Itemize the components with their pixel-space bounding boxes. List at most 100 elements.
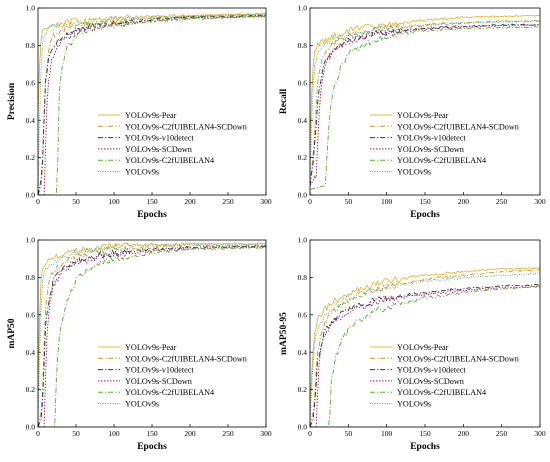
x-tick-label: 50: [72, 197, 80, 206]
legend-label: YOLOv9s-Pear: [125, 111, 177, 120]
series-line-6: [38, 13, 266, 195]
legend-label: YOLOv9s-C2fUIBELAN4: [397, 388, 486, 397]
legend-label: YOLOv9s-SCDown: [397, 377, 464, 386]
legend-label: YOLOv9s-v10detect: [125, 134, 194, 143]
legend: YOLOv9s-Pear YOLOv9s-C2fUIBELAN4-SCDown YO…: [98, 343, 247, 409]
y-tick-label: 0.0: [298, 423, 308, 432]
y-tick-label: 1.0: [26, 236, 36, 245]
series-line-5: [38, 15, 266, 195]
x-tick-label: 50: [345, 429, 353, 438]
legend-label: YOLOv9s-C2fUIBELAN4-SCDown: [125, 122, 247, 131]
chart-panel-3: 0 50 100 150 200 250 300 0.0 0.2 0.4 0.6 0.8 1.0 Epoc…: [7, 236, 272, 452]
legend-label: YOLOv9s-Pear: [397, 343, 449, 352]
y-tick-label: 1.0: [298, 236, 308, 245]
legend-label: YOLOv9s-SCDown: [125, 377, 192, 386]
x-tick-label: 250: [222, 429, 234, 438]
y-tick-label: 1.0: [298, 4, 308, 13]
legend-label: YOLOv9s-C2fUIBELAN4: [125, 156, 214, 165]
series-line-4: [310, 285, 540, 427]
x-axis-title: Epochs: [410, 210, 440, 220]
y-tick-label: 0.8: [298, 41, 308, 50]
y-tick-label: 0.2: [26, 153, 36, 162]
series-lines: [310, 14, 540, 190]
legend: YOLOv9s-Pear YOLOv9s-C2fUIBELAN4-SCDown YO…: [370, 111, 519, 177]
y-tick-label: 0.6: [26, 310, 36, 319]
series-line-5: [38, 246, 266, 427]
x-tick-label: 0: [308, 197, 312, 206]
y-axis-title: Precision: [7, 82, 17, 120]
y-tick-label: 0.4: [298, 116, 308, 125]
legend-label: YOLOv9s: [125, 400, 159, 409]
x-tick-label: 150: [419, 197, 431, 206]
legend: YOLOv9s-Pear YOLOv9s-C2fUIBELAN4-SCDown YO…: [98, 111, 247, 177]
y-tick-label: 0.4: [298, 348, 308, 357]
series-line-6: [38, 243, 266, 427]
series-line-1: [310, 14, 540, 149]
legend-label: YOLOv9s-C2fUIBELAN4-SCDown: [125, 354, 247, 363]
series-line-2: [310, 269, 540, 427]
legend-label: YOLOv9s-C2fUIBELAN4: [397, 156, 486, 165]
y-tick-label: 0.8: [298, 273, 308, 282]
legend-label: YOLOv9s-SCDown: [397, 145, 464, 154]
x-tick-label: 200: [184, 429, 196, 438]
chart-panel-1: 0 50 100 150 200 250 300 0.0 0.2 0.4 0.6 0.8 1.0 Epoc…: [7, 4, 272, 220]
x-tick-label: 150: [146, 429, 158, 438]
legend-label: YOLOv9s-v10detect: [125, 366, 194, 375]
legend-label: YOLOv9s: [397, 168, 431, 177]
series-line-6: [310, 273, 540, 427]
y-axis-title: Recall: [279, 88, 289, 114]
x-tick-label: 300: [260, 429, 272, 438]
legend-label: YOLOv9s-Pear: [397, 111, 449, 120]
y-axis-title: mAP50: [7, 318, 17, 348]
y-tick-label: 0.4: [26, 116, 36, 125]
series-line-2: [38, 244, 266, 427]
legend-label: YOLOv9s-C2fUIBELAN4: [125, 388, 214, 397]
series-line-4: [38, 246, 266, 427]
series-lines: [310, 267, 540, 427]
x-tick-label: 50: [72, 429, 80, 438]
series-line-1: [38, 242, 266, 390]
x-axis-title: Epochs: [137, 442, 167, 452]
x-tick-label: 0: [36, 429, 40, 438]
x-axis-title: Epochs: [137, 210, 167, 220]
y-tick-label: 0.2: [298, 385, 308, 394]
x-tick-label: 300: [534, 429, 546, 438]
y-tick-label: 0.8: [26, 41, 36, 50]
y-tick-label: 0.4: [26, 348, 36, 357]
x-tick-label: 100: [381, 197, 393, 206]
y-tick-label: 0.2: [26, 385, 36, 394]
y-axis-title: mAP50-95: [279, 312, 289, 355]
y-tick-label: 0.8: [26, 273, 36, 282]
x-tick-label: 250: [222, 197, 234, 206]
legend-label: YOLOv9s: [125, 168, 159, 177]
x-tick-label: 200: [458, 429, 470, 438]
legend-label: YOLOv9s: [397, 400, 431, 409]
x-tick-label: 200: [458, 197, 470, 206]
series-line-5: [310, 286, 540, 427]
series-line-6: [310, 20, 540, 186]
series-line-3: [310, 23, 540, 186]
chart-panel-2: 0 50 100 150 200 250 300 0.0 0.2 0.4 0.6 0.8 1.0 Epoc…: [279, 4, 546, 220]
y-tick-label: 0.6: [298, 78, 308, 87]
legend: YOLOv9s-Pear YOLOv9s-C2fUIBELAN4-SCDown YO…: [370, 343, 519, 409]
legend-label: YOLOv9s-v10detect: [397, 366, 466, 375]
legend-label: YOLOv9s-C2fUIBELAN4-SCDown: [397, 354, 519, 363]
series-line-5: [310, 25, 540, 190]
legend-label: YOLOv9s-C2fUIBELAN4-SCDown: [397, 122, 519, 131]
y-tick-label: 0.6: [298, 310, 308, 319]
x-tick-label: 150: [146, 197, 158, 206]
x-tick-label: 0: [308, 429, 312, 438]
series-line-1: [310, 267, 540, 409]
x-axis-title: Epochs: [410, 442, 440, 452]
x-tick-label: 300: [260, 197, 272, 206]
series-line-3: [310, 283, 540, 427]
x-tick-label: 100: [108, 197, 120, 206]
y-tick-label: 0.6: [26, 78, 36, 87]
legend-label: YOLOv9s-SCDown: [125, 145, 192, 154]
x-tick-label: 150: [419, 429, 431, 438]
x-tick-label: 100: [108, 429, 120, 438]
x-tick-label: 250: [496, 429, 508, 438]
series-lines: [38, 12, 266, 195]
series-line-1: [38, 12, 266, 111]
